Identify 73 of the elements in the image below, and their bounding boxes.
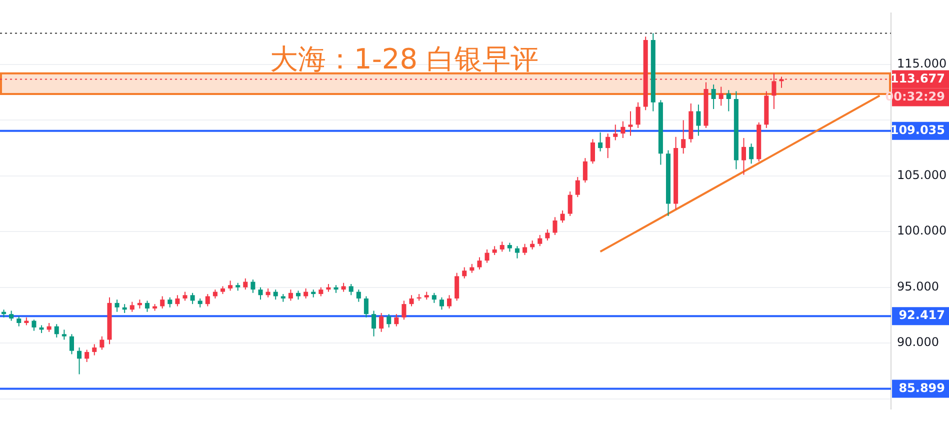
candlestick <box>288 289 293 302</box>
candlestick <box>590 138 596 164</box>
text: 大海：1-28 白银早评 <box>270 42 538 76</box>
candlestick <box>560 210 565 224</box>
candlestick <box>9 310 14 322</box>
candlestick <box>462 266 467 279</box>
y-tick-label: 115.000 <box>897 56 947 71</box>
ref-line-label: 113.677 <box>890 71 945 86</box>
candlestick <box>386 314 392 328</box>
candlestick <box>538 234 542 247</box>
candlestick <box>32 319 36 332</box>
candlestick <box>552 216 558 236</box>
candlestick <box>190 292 195 305</box>
candlestick <box>144 300 150 312</box>
candlestick <box>613 124 618 141</box>
candlestick <box>348 283 354 296</box>
candlestick <box>16 316 22 327</box>
candlestick <box>92 344 97 356</box>
candlestick <box>243 278 248 290</box>
ref-line-label: 92.417 <box>898 308 945 322</box>
candlestick <box>364 296 368 318</box>
candlestick <box>114 299 120 312</box>
candlestick <box>205 294 210 307</box>
candlestick <box>447 294 452 310</box>
candlestick <box>402 300 406 320</box>
candlestick <box>409 294 414 307</box>
candlestick <box>100 336 104 350</box>
candlestick <box>741 138 746 176</box>
candlestick <box>620 120 626 139</box>
candlestick <box>628 110 633 136</box>
candlestick <box>62 329 66 340</box>
y-tick-label: 90.000 <box>897 335 939 350</box>
candlestick <box>175 294 180 307</box>
y-tick-label: 105.000 <box>897 168 947 182</box>
candlestick <box>356 289 361 302</box>
candlestick <box>696 104 701 136</box>
candlestick <box>582 158 588 184</box>
candlestick <box>439 296 444 310</box>
candlestick <box>84 349 90 362</box>
candlestick <box>372 310 376 337</box>
candlestick <box>258 286 263 300</box>
y-tick-label: 100.000 <box>897 224 947 238</box>
candlestick <box>636 102 640 128</box>
candlestick <box>681 120 686 154</box>
candlestick <box>228 280 233 292</box>
candlestick <box>168 296 172 308</box>
candlestick <box>568 191 572 217</box>
candlestick <box>514 246 520 259</box>
candlestick <box>477 256 482 270</box>
candlestick <box>522 243 528 256</box>
candlestick <box>711 84 716 110</box>
candlestick <box>379 312 384 332</box>
candlestick <box>606 133 610 159</box>
candlestick <box>432 292 436 304</box>
ref-line-label: 85.899 <box>898 380 945 395</box>
candlestick <box>749 143 754 164</box>
candlestick <box>130 301 134 312</box>
candlestick <box>484 248 490 264</box>
candlestick <box>500 241 504 252</box>
candlestick <box>575 176 580 198</box>
candlestick <box>726 90 731 112</box>
ref-line-label: 109.035 <box>890 123 945 138</box>
y-tick-label: 95.000 <box>897 279 939 294</box>
candlestick <box>160 296 165 310</box>
candlestick <box>545 228 550 242</box>
candlestick <box>718 86 724 106</box>
candlestick <box>77 347 82 375</box>
candlestick <box>598 132 603 152</box>
candlestick <box>454 272 460 302</box>
candlestick <box>54 324 59 338</box>
candlestick <box>69 334 74 355</box>
candlestick <box>394 314 399 327</box>
candlestick <box>250 279 256 294</box>
